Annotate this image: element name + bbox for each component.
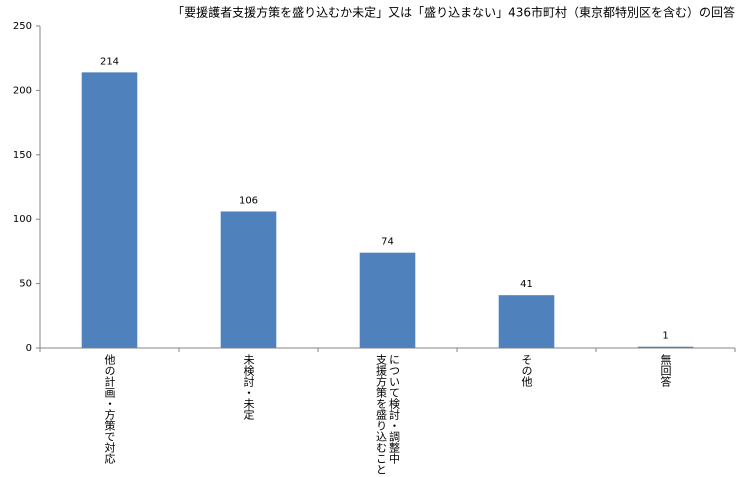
x-tick-label: 支援方策を盛り込むことについて検討・調整中: [374, 354, 401, 475]
bar: [220, 211, 277, 348]
y-tick-label: 250: [13, 21, 32, 32]
y-tick-label: 50: [19, 279, 32, 290]
chart-title: 「要援護者支援方策を盛り込むか未定」又は「盛り込まない」436市町村（東京都特別…: [172, 5, 735, 20]
data-label: 1: [662, 331, 668, 342]
bar: [637, 346, 694, 348]
bar: [81, 72, 138, 349]
data-label: 106: [239, 195, 258, 206]
data-label: 74: [381, 237, 394, 248]
x-tick-label: 未検討・未定: [242, 354, 255, 420]
x-tick-label: 無回答: [659, 354, 672, 387]
x-tick-label: その他: [520, 354, 533, 387]
data-label: 214: [100, 56, 119, 67]
bar: [359, 252, 416, 348]
y-tick-label: 150: [13, 150, 32, 161]
bar: [498, 295, 555, 348]
y-tick-label: 200: [13, 85, 32, 96]
y-tick-label: 100: [13, 214, 32, 225]
y-tick-label: 0: [26, 343, 32, 354]
data-label: 41: [520, 279, 533, 290]
x-tick-label: 他の計画・方策で対応: [103, 354, 116, 464]
